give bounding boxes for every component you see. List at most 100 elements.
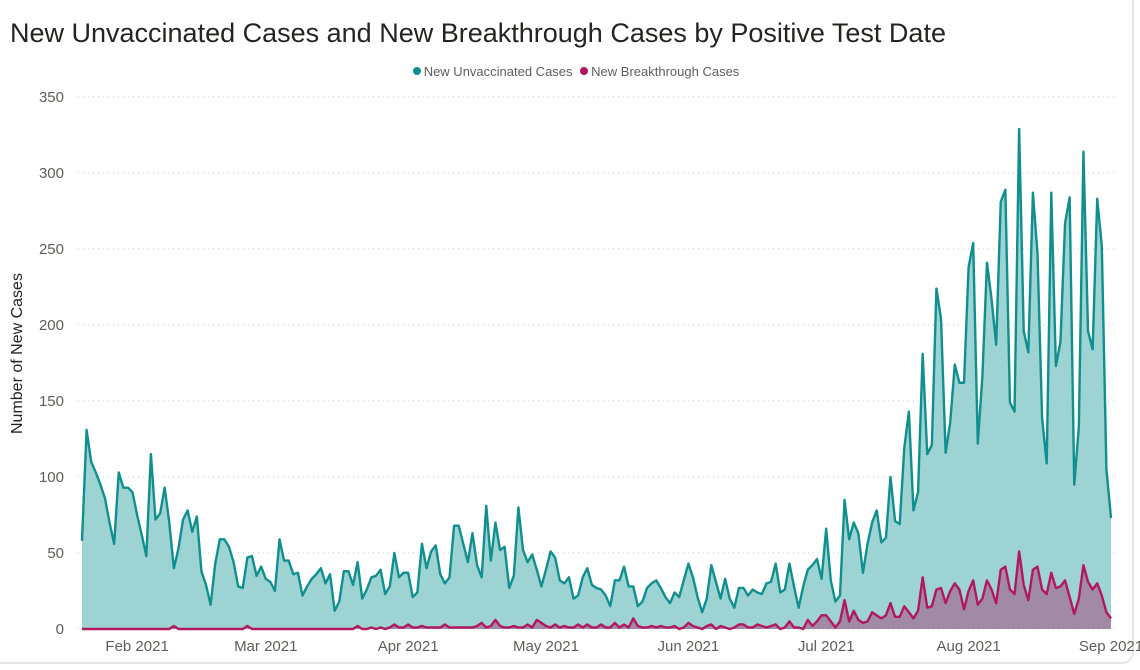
data-point-unvaccinated[interactable]: 2021-05-03: 47 — [553, 556, 557, 560]
data-point-unvaccinated[interactable]: 2021-04-21: 52 — [498, 548, 502, 552]
data-point-breakthrough[interactable]: 2021-06-12: 3 — [737, 622, 741, 626]
data-point-unvaccinated[interactable]: 2021-07-14: 60 — [884, 536, 888, 540]
data-point-breakthrough[interactable]: 2021-05-14: 1 — [604, 625, 608, 629]
data-point-unvaccinated[interactable]: 2021-08-12: 329 — [1017, 127, 1021, 131]
data-point-breakthrough[interactable]: 2021-02-15: 0 — [199, 627, 203, 631]
data-point-breakthrough[interactable]: 2021-07-03: 1 — [833, 625, 837, 629]
data-point-breakthrough[interactable]: 2021-08-31: 11 — [1104, 610, 1108, 614]
data-point-unvaccinated[interactable]: 2021-08-15: 287 — [1031, 191, 1035, 195]
data-point-breakthrough[interactable]: 2021-07-07: 12 — [852, 609, 856, 613]
data-point-unvaccinated[interactable]: 2021-06-06: 42 — [709, 563, 713, 567]
data-point-breakthrough[interactable]: 2021-07-05: 19 — [843, 598, 847, 602]
data-point-breakthrough[interactable]: 2021-04-09: 3 — [443, 622, 447, 626]
data-point-unvaccinated[interactable]: 2021-08-03: 122 — [976, 442, 980, 446]
data-point-unvaccinated[interactable]: 2021-08-06: 217 — [990, 297, 994, 301]
data-point-unvaccinated[interactable]: 2021-08-23: 284 — [1068, 195, 1072, 199]
data-point-breakthrough[interactable]: 2021-03-18: 0 — [342, 627, 346, 631]
data-point-unvaccinated[interactable]: 2021-03-15: 36 — [328, 572, 332, 576]
data-point-unvaccinated[interactable]: 2021-01-25: 86 — [103, 496, 107, 500]
data-point-breakthrough[interactable]: 2021-05-28: 1 — [668, 625, 672, 629]
data-point-unvaccinated[interactable]: 2021-05-25: 32 — [654, 578, 658, 582]
data-point-breakthrough[interactable]: 2021-02-12: 0 — [186, 627, 190, 631]
data-point-unvaccinated[interactable]: 2021-05-21: 15 — [636, 604, 640, 608]
data-point-unvaccinated[interactable]: 2021-07-20: 78 — [911, 508, 915, 512]
data-point-breakthrough[interactable]: 2021-06-18: 1 — [764, 625, 768, 629]
data-point-unvaccinated[interactable]: 2021-05-06: 34 — [567, 575, 571, 579]
data-point-unvaccinated[interactable]: 2021-08-18: 109 — [1045, 461, 1049, 465]
data-point-unvaccinated[interactable]: 2021-03-21: 44 — [356, 560, 360, 564]
data-point-breakthrough[interactable]: 2021-07-22: 34 — [921, 575, 925, 579]
data-point-breakthrough[interactable]: 2021-04-14: 1 — [466, 625, 470, 629]
data-point-unvaccinated[interactable]: 2021-08-02: 254 — [971, 241, 975, 245]
data-point-breakthrough[interactable]: 2021-03-08: 0 — [296, 627, 300, 631]
data-point-unvaccinated[interactable]: 2021-03-30: 34 — [397, 575, 401, 579]
data-point-breakthrough[interactable]: 2021-06-05: 2 — [705, 624, 709, 628]
data-point-breakthrough[interactable]: 2021-08-25: 20 — [1077, 597, 1081, 601]
data-point-unvaccinated[interactable]: 2021-02-01: 75 — [135, 513, 139, 517]
data-point-unvaccinated[interactable]: 2021-05-18: 41 — [622, 565, 626, 569]
data-point-unvaccinated[interactable]: 2021-06-21: 24 — [778, 591, 782, 595]
data-point-breakthrough[interactable]: 2021-02-08: 0 — [167, 627, 171, 631]
data-point-unvaccinated[interactable]: 2021-06-19: 31 — [769, 580, 773, 584]
data-point-unvaccinated[interactable]: 2021-06-18: 30 — [764, 581, 768, 585]
data-point-unvaccinated[interactable]: 2021-06-01: 43 — [686, 562, 690, 566]
data-point-breakthrough[interactable]: 2021-03-09: 0 — [301, 627, 305, 631]
data-point-breakthrough[interactable]: 2021-06-06: 3 — [709, 622, 713, 626]
data-point-breakthrough[interactable]: 2021-08-15: 39 — [1031, 568, 1035, 572]
data-point-breakthrough[interactable]: 2021-05-12: 1 — [595, 625, 599, 629]
data-point-unvaccinated[interactable]: 2021-03-11: 33 — [310, 577, 314, 581]
data-point-breakthrough[interactable]: 2021-05-24: 2 — [650, 624, 654, 628]
data-point-unvaccinated[interactable]: 2021-04-04: 56 — [420, 542, 424, 546]
data-point-breakthrough[interactable]: 2021-04-22: 1 — [503, 625, 507, 629]
data-point-breakthrough[interactable]: 2021-03-16: 0 — [333, 627, 337, 631]
data-point-unvaccinated[interactable]: 2021-02-02: 62 — [140, 533, 144, 537]
data-point-unvaccinated[interactable]: 2021-06-24: 28 — [792, 584, 796, 588]
data-point-breakthrough[interactable]: 2021-04-15: 1 — [470, 625, 474, 629]
data-point-breakthrough[interactable]: 2021-03-23: 0 — [365, 627, 369, 631]
data-point-breakthrough[interactable]: 2021-06-08: 2 — [719, 624, 723, 628]
data-point-breakthrough[interactable]: 2021-03-11: 0 — [310, 627, 314, 631]
data-point-breakthrough[interactable]: 2021-07-23: 14 — [925, 606, 929, 610]
data-point-breakthrough[interactable]: 2021-04-07: 1 — [434, 625, 438, 629]
data-point-breakthrough[interactable]: 2021-01-28: 0 — [117, 627, 121, 631]
data-point-unvaccinated[interactable]: 2021-05-19: 28 — [627, 584, 631, 588]
data-point-breakthrough[interactable]: 2021-03-30: 1 — [397, 625, 401, 629]
data-point-breakthrough[interactable]: 2021-08-24: 10 — [1072, 612, 1076, 616]
data-point-unvaccinated[interactable]: 2021-06-12: 27 — [737, 586, 741, 590]
data-point-unvaccinated[interactable]: 2021-02-04: 115 — [149, 452, 153, 456]
data-point-breakthrough[interactable]: 2021-05-05: 2 — [562, 624, 566, 628]
data-point-unvaccinated[interactable]: 2021-05-09: 34 — [581, 575, 585, 579]
data-point-unvaccinated[interactable]: 2021-02-07: 93 — [163, 486, 167, 490]
data-point-breakthrough[interactable]: 2021-03-06: 0 — [287, 627, 291, 631]
data-point-unvaccinated[interactable]: 2021-05-22: 18 — [640, 600, 644, 604]
data-point-unvaccinated[interactable]: 2021-03-04: 59 — [278, 537, 282, 541]
data-point-breakthrough[interactable]: 2021-06-25: 1 — [797, 625, 801, 629]
data-point-breakthrough[interactable]: 2021-05-19: 1 — [627, 625, 631, 629]
data-point-breakthrough[interactable]: 2021-06-14: 1 — [746, 625, 750, 629]
data-point-unvaccinated[interactable]: 2021-07-02: 32 — [829, 578, 833, 582]
data-point-breakthrough[interactable]: 2021-03-28: 1 — [388, 625, 392, 629]
data-point-unvaccinated[interactable]: 2021-03-25: 35 — [374, 574, 378, 578]
data-point-breakthrough[interactable]: 2021-02-01: 0 — [135, 627, 139, 631]
data-point-unvaccinated[interactable]: 2021-08-01: 238 — [967, 265, 971, 269]
data-point-breakthrough[interactable]: 2021-07-10: 5 — [866, 619, 870, 623]
data-point-breakthrough[interactable]: 2021-03-02: 0 — [268, 627, 272, 631]
data-point-unvaccinated[interactable]: 2021-05-29: 24 — [673, 591, 677, 595]
data-point-unvaccinated[interactable]: 2021-03-08: 37 — [296, 571, 300, 575]
data-point-unvaccinated[interactable]: 2021-04-16: 42 — [475, 563, 479, 567]
data-point-unvaccinated[interactable]: 2021-05-27: 21 — [663, 595, 667, 599]
data-point-breakthrough[interactable]: 2021-03-04: 0 — [278, 627, 282, 631]
data-point-unvaccinated[interactable]: 2021-07-04: 22 — [838, 594, 842, 598]
data-point-unvaccinated[interactable]: 2021-04-25: 80 — [516, 505, 520, 509]
data-point-unvaccinated[interactable]: 2021-03-20: 29 — [351, 583, 355, 587]
data-point-breakthrough[interactable]: 2021-08-20: 27 — [1054, 586, 1058, 590]
data-point-unvaccinated[interactable]: 2021-08-09: 289 — [1003, 188, 1007, 192]
data-point-unvaccinated[interactable]: 2021-03-28: 28 — [388, 584, 392, 588]
data-point-breakthrough[interactable]: 2021-06-07: 0 — [714, 627, 718, 631]
data-point-breakthrough[interactable]: 2021-02-20: 0 — [222, 627, 226, 631]
data-point-unvaccinated[interactable]: 2021-01-21: 131 — [85, 428, 89, 432]
data-point-unvaccinated[interactable]: 2021-04-23: 27 — [507, 586, 511, 590]
data-point-breakthrough[interactable]: 2021-03-10: 0 — [305, 627, 309, 631]
data-point-unvaccinated[interactable]: 2021-07-27: 116 — [944, 451, 948, 455]
data-point-breakthrough[interactable]: 2021-06-24: 1 — [792, 625, 796, 629]
